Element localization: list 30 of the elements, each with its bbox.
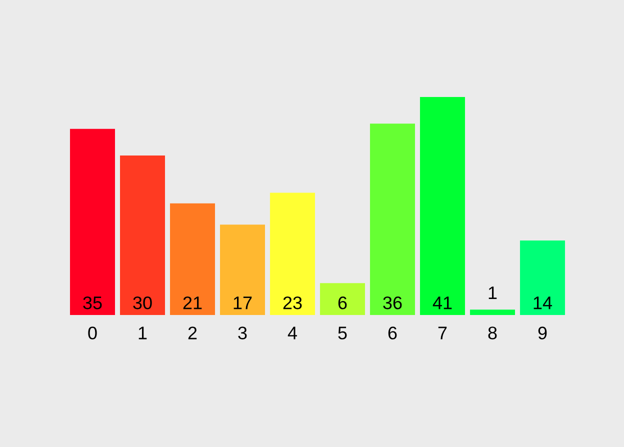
bar bbox=[220, 224, 265, 315]
bar bbox=[120, 155, 165, 315]
x-tick-label: 5 bbox=[338, 326, 347, 340]
bar bbox=[420, 97, 465, 315]
bar bbox=[320, 283, 365, 315]
bar bbox=[170, 203, 215, 315]
bar bbox=[70, 128, 115, 315]
x-tick-label: 6 bbox=[388, 326, 397, 340]
data-label: 6 bbox=[338, 296, 347, 310]
data-label: 35 bbox=[83, 296, 102, 310]
bar bbox=[370, 124, 415, 315]
x-tick-label: 8 bbox=[488, 326, 497, 340]
bar bbox=[520, 240, 565, 315]
data-label: 30 bbox=[133, 296, 152, 310]
data-label: 1 bbox=[488, 286, 497, 299]
data-label: 23 bbox=[283, 296, 302, 310]
data-label: 41 bbox=[432, 296, 452, 310]
data-label: 36 bbox=[383, 296, 402, 310]
x-tick-label: 9 bbox=[538, 326, 547, 340]
x-tick-label: 3 bbox=[238, 326, 247, 340]
x-tick-label: 0 bbox=[88, 326, 97, 340]
data-label: 17 bbox=[234, 296, 252, 310]
x-tick-label: 2 bbox=[188, 326, 197, 340]
x-tick-label: 1 bbox=[138, 326, 147, 340]
data-label: 21 bbox=[183, 296, 202, 310]
x-tick-label: 4 bbox=[288, 326, 297, 340]
x-tick-label: 7 bbox=[438, 326, 447, 340]
data-label: 14 bbox=[534, 296, 552, 310]
bar bbox=[270, 192, 315, 315]
bar bbox=[470, 310, 515, 315]
